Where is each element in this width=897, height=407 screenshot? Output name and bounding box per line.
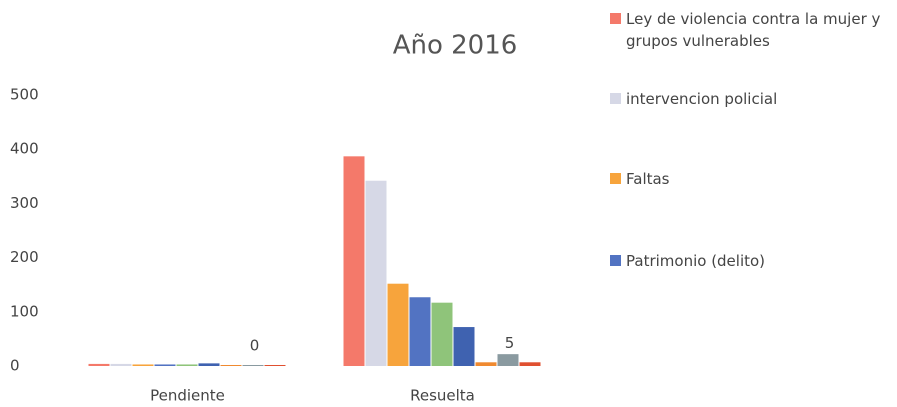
x-tick-label: Resuelta bbox=[410, 387, 475, 405]
legend-swatch bbox=[610, 93, 621, 104]
x-tick-label: Pendiente bbox=[150, 387, 225, 405]
bar bbox=[409, 297, 431, 366]
legend-swatch bbox=[610, 13, 621, 24]
bar bbox=[519, 362, 541, 366]
y-tick-label: 100 bbox=[10, 302, 39, 320]
legend-label: intervencion policial bbox=[626, 90, 778, 108]
bar bbox=[198, 363, 220, 366]
bar bbox=[154, 364, 176, 366]
legend-label: Ley de violencia contra la mujer y grupo… bbox=[626, 10, 881, 50]
bar bbox=[431, 302, 453, 366]
data-label: 0 bbox=[250, 337, 260, 355]
legend-label: Faltas bbox=[626, 170, 670, 188]
y-tick-label: 0 bbox=[10, 357, 20, 375]
legend-entry: Ley de violencia contra la mujer y grupo… bbox=[610, 8, 897, 52]
legend-label: Patrimonio (delito) bbox=[626, 252, 766, 270]
legend-entry: Patrimonio (delito) bbox=[610, 250, 897, 272]
bar bbox=[242, 365, 264, 366]
chart-title: Año 2016 bbox=[393, 31, 518, 61]
legend-entry: Faltas bbox=[610, 168, 897, 190]
bar bbox=[453, 327, 475, 366]
bar bbox=[132, 364, 154, 366]
bar bbox=[475, 362, 497, 366]
bar bbox=[176, 364, 198, 366]
bar bbox=[88, 363, 110, 366]
bar bbox=[220, 365, 242, 366]
bar bbox=[264, 365, 286, 366]
legend-entry: intervencion policial bbox=[610, 88, 897, 110]
bar bbox=[497, 354, 519, 366]
y-tick-label: 200 bbox=[10, 248, 39, 266]
data-label: 5 bbox=[505, 334, 515, 352]
bar bbox=[110, 363, 132, 366]
y-tick-label: 300 bbox=[10, 194, 39, 212]
legend-swatch bbox=[610, 255, 621, 266]
legend-swatch bbox=[610, 173, 621, 184]
bar bbox=[343, 156, 365, 366]
y-tick-label: 500 bbox=[10, 86, 39, 104]
bar bbox=[387, 283, 409, 366]
y-tick-label: 400 bbox=[10, 140, 39, 158]
bar bbox=[365, 180, 387, 366]
